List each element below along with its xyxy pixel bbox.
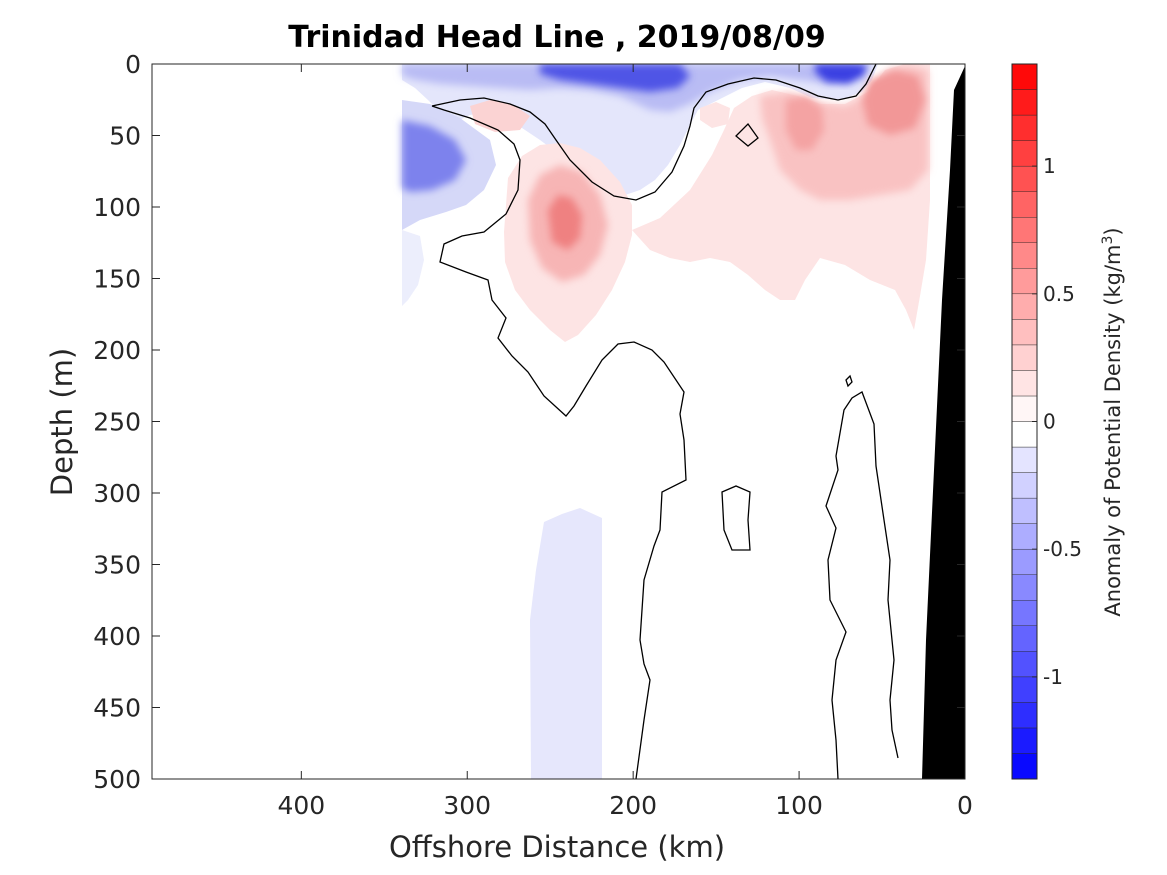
bathymetry	[922, 66, 965, 779]
y-tick-label: 400	[93, 622, 141, 651]
x-axis: 400 300 200 100 0	[277, 64, 973, 820]
x-tick-label: 0	[957, 791, 973, 820]
colorbar-level	[1011, 293, 1038, 320]
y-tick-label: 250	[93, 408, 141, 437]
colorbar-level	[1011, 753, 1038, 780]
colorbar-tick-label: 0	[1043, 410, 1056, 434]
colorbar-level	[1011, 165, 1038, 192]
colorbar-label-close: )	[1101, 227, 1125, 235]
y-tick-label: 500	[93, 765, 141, 794]
colorbar-label-superscript: 3	[1100, 236, 1116, 245]
colorbar-level	[1011, 421, 1038, 448]
colorbar-ticks: 1 0.5 0 -0.5 -1	[1032, 154, 1082, 689]
y-tick-label: 300	[93, 479, 141, 508]
surface-negative-anomaly-core	[540, 64, 690, 92]
colorbar-level	[1011, 63, 1038, 90]
colorbar-tick-label: -0.5	[1043, 537, 1082, 561]
colorbar-level	[1011, 651, 1038, 678]
zero-contour-main	[431, 64, 877, 201]
plot-area: 400 300 200 100 0 0 50 100 150 200 250 300 350 400 45…	[93, 50, 973, 820]
colorbar-level	[1011, 702, 1038, 729]
positive-anomaly-shelf-core	[862, 70, 925, 135]
y-axis-label: Depth (m)	[45, 348, 79, 496]
zero-contour-east	[825, 391, 899, 779]
y-tick-label: 200	[93, 336, 141, 365]
positive-anomaly-west-core	[548, 195, 582, 250]
x-axis-label: Offshore Distance (km)	[389, 830, 725, 864]
zero-contours	[431, 64, 899, 779]
colorbar-label: Anomaly of Potential Density (kg/m3)	[1100, 227, 1125, 616]
x-tick-label: 400	[277, 791, 325, 820]
colorbar-level	[1011, 446, 1038, 473]
surface-negative-anomaly	[402, 64, 878, 196]
x-tick-label: 200	[609, 791, 657, 820]
colorbar-levels	[1011, 63, 1038, 780]
colorbar-level	[1011, 548, 1038, 575]
positive-anomaly-small2	[700, 102, 730, 128]
y-tick-label: 150	[93, 265, 141, 294]
colorbar-level	[1011, 676, 1038, 703]
x-tick-label: 300	[443, 791, 491, 820]
y-tick-label: 50	[109, 122, 141, 151]
zero-contour-loop	[431, 105, 687, 779]
colorbar-level	[1011, 727, 1038, 754]
colorbar-level	[1011, 523, 1038, 550]
offshore-negative-anomaly-faint	[402, 230, 424, 306]
colorbar-level	[1011, 319, 1038, 346]
colorbar: 1 0.5 0 -0.5 -1 Anomaly of Potential Density…	[1011, 63, 1125, 780]
colorbar-level	[1011, 217, 1038, 243]
colorbar-level	[1011, 114, 1038, 141]
colorbar-level	[1011, 574, 1038, 601]
surface-negative-anomaly-core2	[815, 64, 868, 84]
colorbar-level	[1011, 191, 1038, 218]
y-tick-label: 100	[93, 193, 141, 222]
colorbar-label-text: Anomaly of Potential Density (kg/m	[1101, 245, 1125, 617]
colorbar-level	[1011, 472, 1038, 499]
colorbar-tick-label: 0.5	[1043, 282, 1075, 306]
zero-contour-deep-loop	[721, 485, 751, 551]
y-axis: 0 50 100 150 200 250 300 350 400 450 500	[93, 50, 965, 794]
colorbar-level	[1011, 242, 1038, 269]
deep-negative-anomaly	[530, 508, 602, 779]
zero-contour-tiny	[845, 374, 853, 388]
colorbar-tick-label: -1	[1043, 665, 1063, 689]
colorbar-level	[1011, 600, 1038, 626]
colorbar-level	[1011, 625, 1038, 652]
colorbar-level	[1011, 497, 1038, 524]
anomaly-field	[402, 64, 965, 779]
y-tick-label: 350	[93, 551, 141, 580]
colorbar-level	[1011, 370, 1038, 397]
colorbar-level	[1011, 140, 1038, 167]
offshore-negative-anomaly-core	[402, 120, 466, 192]
y-tick-label: 450	[93, 694, 141, 723]
colorbar-tick-label: 1	[1043, 154, 1056, 178]
colorbar-level	[1011, 89, 1038, 116]
positive-anomaly-shelf-core2	[786, 96, 824, 150]
colorbar-level	[1011, 344, 1038, 371]
colorbar-level	[1011, 268, 1038, 295]
colorbar-level	[1011, 395, 1038, 422]
chart-title: Trinidad Head Line , 2019/08/09	[288, 20, 825, 55]
x-tick-label: 100	[775, 791, 823, 820]
y-tick-label: 0	[125, 50, 141, 79]
zero-contour-diamond	[735, 122, 759, 147]
